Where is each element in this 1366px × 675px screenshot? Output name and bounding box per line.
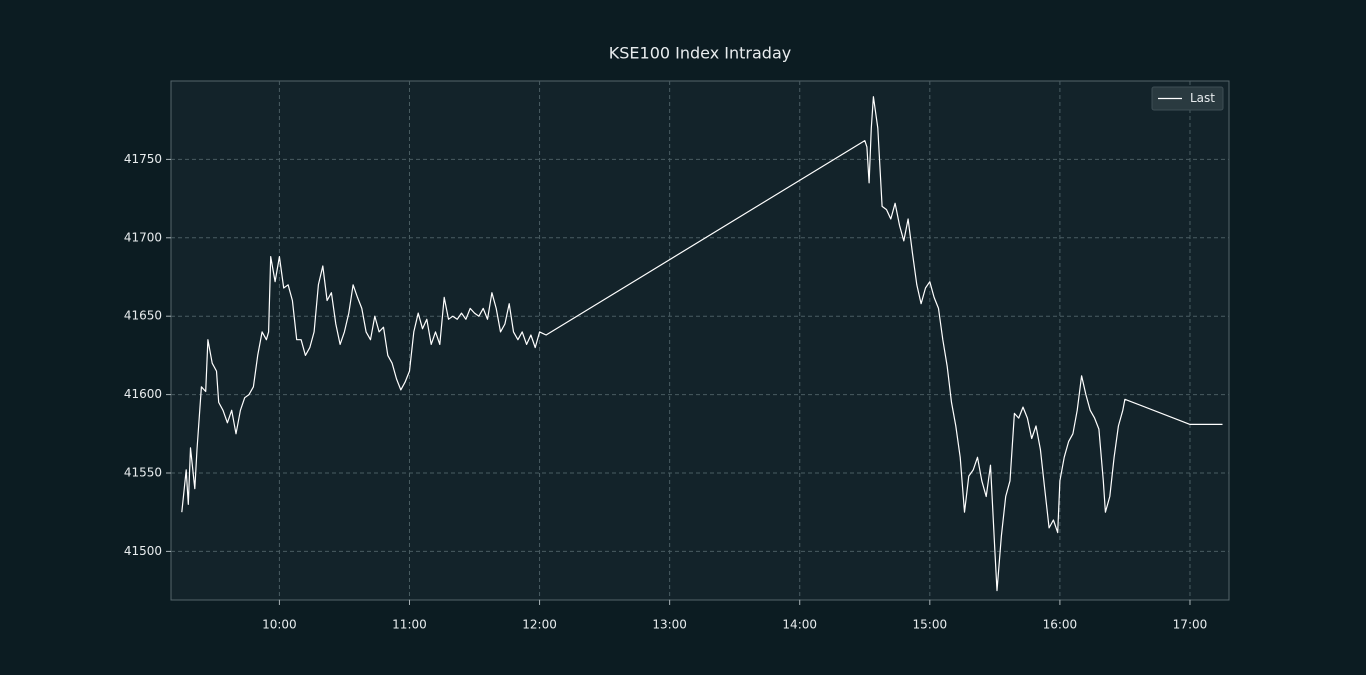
x-tick-label: 10:00: [262, 618, 297, 632]
x-tick-label: 13:00: [652, 618, 687, 632]
x-tick-label: 11:00: [392, 618, 427, 632]
legend-box: [1151, 86, 1224, 111]
x-tick-label: 15:00: [913, 618, 948, 632]
y-tick-label: 41650: [124, 309, 162, 323]
y-tick-label: 41750: [124, 152, 162, 166]
chart-title: KSE100 Index Intraday: [609, 44, 791, 63]
y-tick-label: 41550: [124, 465, 162, 479]
y-tick-label: 41500: [124, 544, 162, 558]
x-tick-label: 16:00: [1043, 618, 1078, 632]
plot-area: [170, 80, 1230, 601]
x-tick-label: 12:00: [522, 618, 557, 632]
y-tick-label: 41600: [124, 387, 162, 401]
x-tick-label: 14:00: [782, 618, 817, 632]
y-tick-label: 41700: [124, 230, 162, 244]
x-tick-label: 17:00: [1173, 618, 1208, 632]
line-series: [181, 96, 1223, 592]
legend-label: Last: [1190, 91, 1215, 105]
